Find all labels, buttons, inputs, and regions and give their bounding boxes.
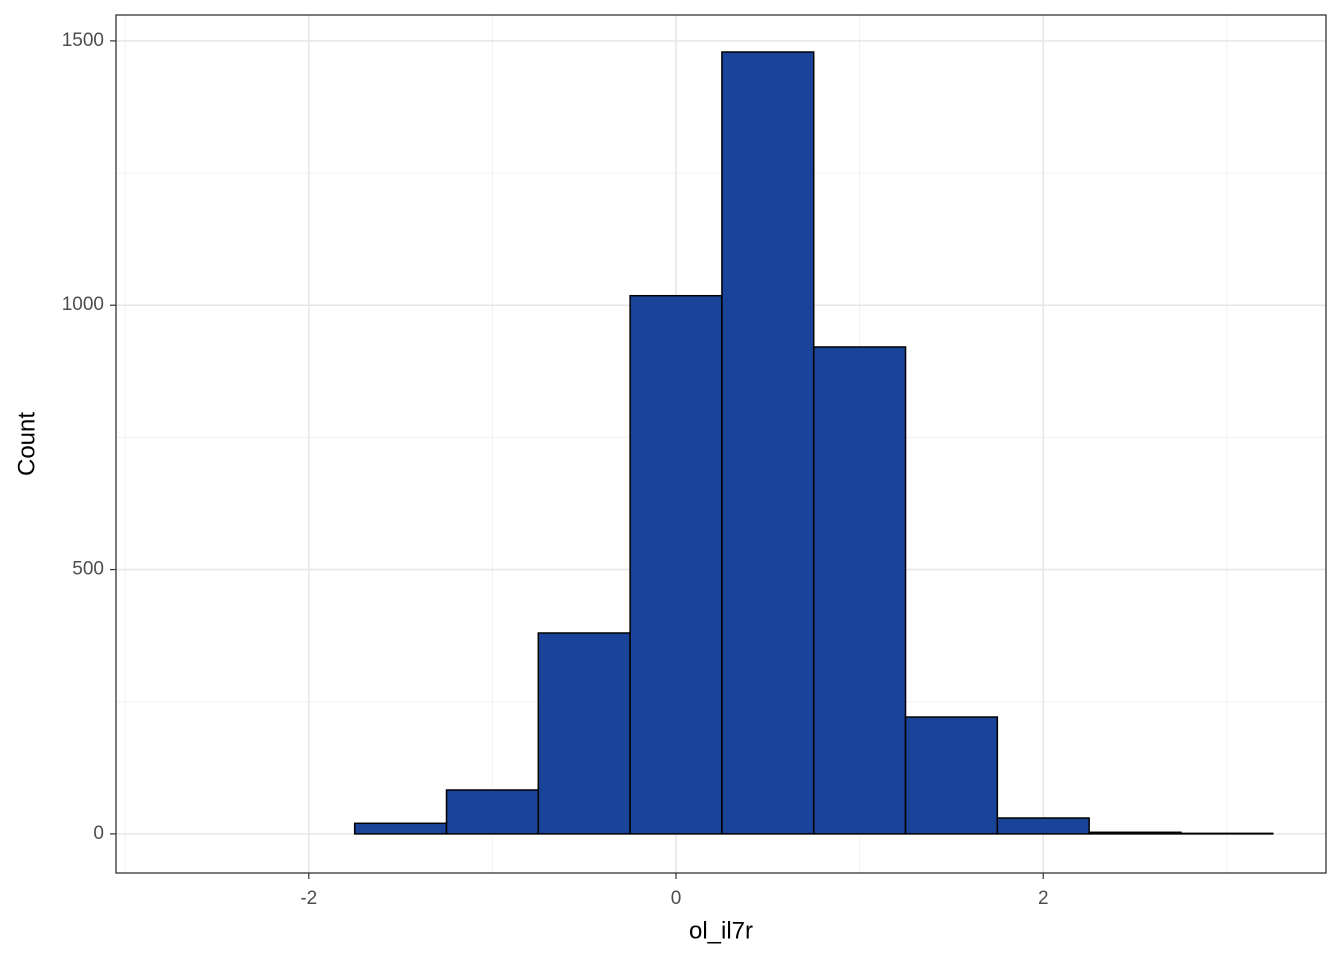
bar (721, 51, 815, 835)
panel-border (115, 14, 1327, 874)
x-tick-label: 0 (671, 888, 682, 909)
bar (537, 632, 631, 835)
y-tick-label: 0 (93, 823, 104, 844)
y-tick-label: 1500 (62, 30, 104, 51)
y-axis-label: Count (13, 412, 40, 476)
y-tick-label: 1000 (62, 294, 104, 315)
bar (996, 817, 1090, 835)
bar (353, 822, 448, 835)
x-tick-label: -2 (300, 888, 317, 909)
x-axis-label: ol_il7r (689, 917, 753, 944)
bar (1088, 831, 1182, 835)
bar (629, 294, 723, 835)
bar (1180, 832, 1274, 835)
bar (812, 346, 907, 835)
x-tick-label: 2 (1038, 888, 1049, 909)
bar (445, 789, 540, 835)
y-tick-label: 500 (72, 559, 104, 580)
bar (904, 716, 999, 835)
